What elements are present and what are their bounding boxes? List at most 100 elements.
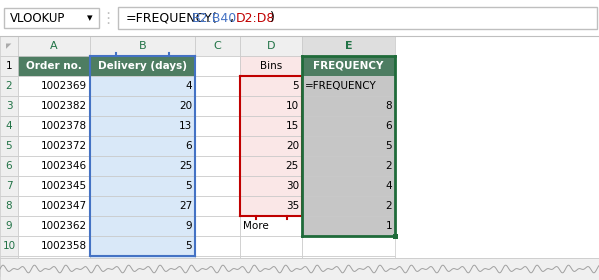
Text: 1002346: 1002346: [41, 161, 87, 171]
Bar: [90, 136, 195, 156]
Text: FREQUENCY: FREQUENCY: [313, 61, 384, 71]
Bar: [302, 56, 395, 76]
Bar: [302, 236, 395, 256]
Bar: [302, 76, 395, 96]
Bar: [18, 96, 90, 116]
Text: 10: 10: [2, 241, 16, 251]
Bar: [195, 136, 240, 156]
Text: 4: 4: [5, 121, 13, 131]
Bar: [0, 136, 18, 156]
Bar: [240, 236, 302, 256]
Bar: [240, 96, 302, 116]
Bar: [90, 156, 195, 176]
Bar: [118, 7, 597, 29]
Text: 2: 2: [385, 161, 392, 171]
Text: 1002345: 1002345: [41, 181, 87, 191]
Bar: [240, 56, 302, 76]
Bar: [18, 216, 90, 236]
Text: 5: 5: [5, 141, 13, 151]
Text: 7: 7: [5, 181, 13, 191]
Bar: [18, 156, 90, 176]
Text: 10: 10: [286, 101, 299, 111]
Text: 4: 4: [185, 81, 192, 91]
Bar: [90, 216, 195, 236]
Text: ,: ,: [230, 11, 234, 25]
Text: 1002372: 1002372: [41, 141, 87, 151]
Bar: [195, 196, 240, 216]
Text: 17: 17: [179, 261, 192, 271]
Text: B2:B40: B2:B40: [192, 11, 237, 25]
Text: A: A: [50, 41, 58, 51]
Text: 6: 6: [385, 121, 392, 131]
Bar: [90, 36, 195, 56]
Bar: [195, 156, 240, 176]
Bar: [0, 258, 599, 280]
Text: ): ): [270, 11, 275, 25]
Text: Delivery (days): Delivery (days): [98, 61, 187, 71]
Text: 5: 5: [385, 141, 392, 151]
Text: More: More: [243, 221, 269, 231]
Bar: [302, 156, 395, 176]
Text: D2:D8: D2:D8: [236, 11, 276, 25]
Text: 30: 30: [286, 181, 299, 191]
Text: 5: 5: [292, 81, 299, 91]
Text: D: D: [267, 41, 276, 51]
Text: C: C: [214, 41, 222, 51]
Bar: [240, 136, 302, 156]
Bar: [0, 176, 18, 196]
Bar: [302, 176, 395, 196]
Bar: [0, 76, 18, 96]
Bar: [195, 116, 240, 136]
Bar: [18, 56, 90, 76]
Bar: [195, 256, 240, 276]
Bar: [0, 156, 18, 176]
Bar: [90, 236, 195, 256]
Text: =FREQUENCY(: =FREQUENCY(: [126, 11, 217, 25]
Text: 4: 4: [385, 181, 392, 191]
Text: 1002347: 1002347: [41, 201, 87, 211]
Text: ⋮: ⋮: [101, 10, 116, 25]
Bar: [240, 116, 302, 136]
Text: 1002378: 1002378: [41, 121, 87, 131]
Text: E: E: [344, 41, 352, 51]
Bar: [195, 236, 240, 256]
Bar: [0, 0, 599, 36]
Bar: [0, 36, 599, 258]
Bar: [392, 234, 398, 239]
Bar: [302, 36, 395, 56]
Text: 1: 1: [5, 61, 13, 71]
Bar: [302, 196, 395, 216]
Text: 20: 20: [286, 141, 299, 151]
Text: 1002362: 1002362: [41, 221, 87, 231]
Text: 2: 2: [5, 81, 13, 91]
Text: 8: 8: [385, 101, 392, 111]
Text: 9: 9: [185, 221, 192, 231]
Text: 8: 8: [5, 201, 13, 211]
Text: 1: 1: [385, 221, 392, 231]
Text: 27: 27: [179, 201, 192, 211]
Bar: [240, 36, 302, 56]
Text: 1002382: 1002382: [41, 101, 87, 111]
Bar: [90, 116, 195, 136]
Bar: [302, 96, 395, 116]
Text: 3: 3: [5, 101, 13, 111]
Bar: [90, 96, 195, 116]
Bar: [4, 8, 99, 28]
Bar: [0, 196, 18, 216]
Bar: [18, 236, 90, 256]
Text: 9: 9: [5, 221, 13, 231]
Bar: [90, 196, 195, 216]
Bar: [18, 196, 90, 216]
Bar: [90, 176, 195, 196]
Bar: [240, 256, 302, 276]
Bar: [0, 216, 18, 236]
Bar: [240, 216, 302, 236]
Bar: [0, 116, 18, 136]
Text: 25: 25: [286, 161, 299, 171]
Text: 20: 20: [179, 101, 192, 111]
Bar: [18, 76, 90, 96]
Text: 6: 6: [185, 141, 192, 151]
Text: VLOOKUP: VLOOKUP: [10, 11, 65, 25]
Bar: [18, 176, 90, 196]
Bar: [0, 96, 18, 116]
